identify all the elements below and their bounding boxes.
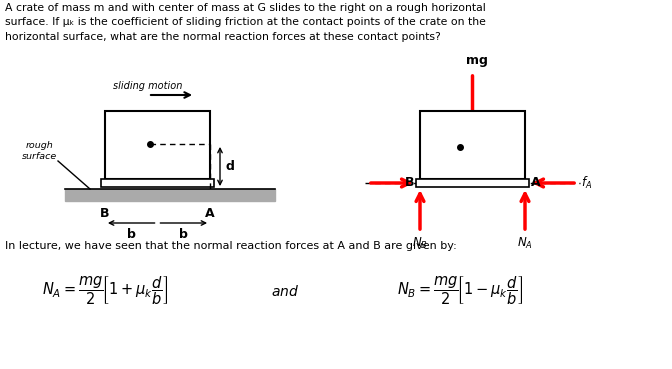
Text: rough
surface: rough surface xyxy=(22,141,58,161)
Text: b: b xyxy=(179,228,188,241)
Bar xyxy=(65,189,275,201)
Text: $N_A = \dfrac{mg}{2}\!\left[1+\mu_k\dfrac{d}{b}\right]$: $N_A = \dfrac{mg}{2}\!\left[1+\mu_k\dfra… xyxy=(42,275,168,307)
Text: A: A xyxy=(531,176,541,190)
Text: A: A xyxy=(205,207,215,220)
Text: G: G xyxy=(130,135,142,149)
Text: In lecture, we have seen that the normal reaction forces at A and B are given by: In lecture, we have seen that the normal… xyxy=(5,241,457,251)
Text: mg: mg xyxy=(466,54,487,67)
Text: $\mathit{and}$: $\mathit{and}$ xyxy=(271,283,299,299)
Bar xyxy=(105,111,210,179)
Text: A crate of mass m and with center of mass at G slides to the right on a rough ho: A crate of mass m and with center of mas… xyxy=(5,3,486,42)
Text: B: B xyxy=(405,176,414,190)
Bar xyxy=(101,179,214,187)
Text: d: d xyxy=(226,160,235,173)
Text: b: b xyxy=(127,228,136,241)
Text: sliding motion: sliding motion xyxy=(114,81,183,91)
Text: $N_B = \dfrac{mg}{2}\!\left[1-\mu_k\dfrac{d}{b}\right]$: $N_B = \dfrac{mg}{2}\!\left[1-\mu_k\dfra… xyxy=(397,275,523,307)
Bar xyxy=(420,111,525,179)
Bar xyxy=(416,179,529,187)
Text: $f_B$: $f_B$ xyxy=(467,162,478,178)
Text: G: G xyxy=(440,138,452,152)
Text: $N_A$: $N_A$ xyxy=(517,236,533,251)
Text: $N_B$: $N_B$ xyxy=(412,236,428,251)
Text: B: B xyxy=(100,207,110,220)
Text: $f_A$: $f_A$ xyxy=(581,175,592,191)
